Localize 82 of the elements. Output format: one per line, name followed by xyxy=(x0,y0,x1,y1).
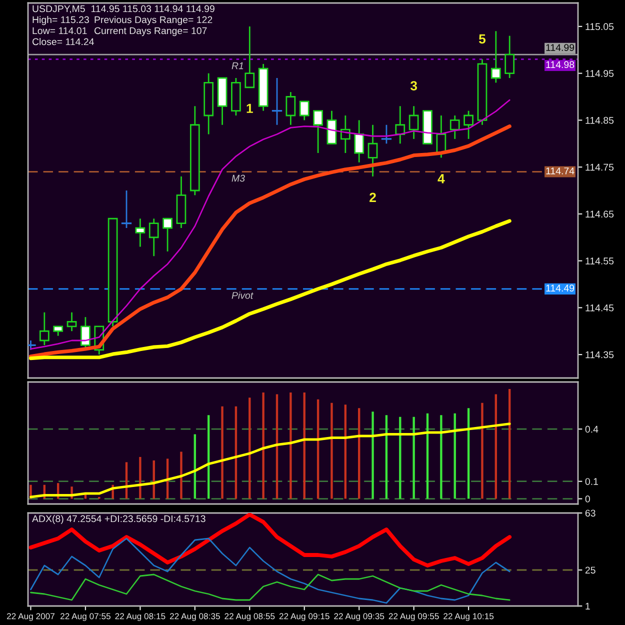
x-tick-label: 22 Aug 08:55 xyxy=(224,613,275,621)
candlestick xyxy=(244,26,255,88)
x-tick-label: 22 Aug 09:55 xyxy=(388,613,439,621)
annotation: Low= 114.01 xyxy=(32,27,87,34)
candlestick xyxy=(381,124,392,144)
annotation: Previous Days Range= 122 xyxy=(94,16,212,26)
x-tick-label: 22 Aug 07:55 xyxy=(60,613,110,621)
bar xyxy=(330,402,333,499)
y-tick-label: 115.05 xyxy=(586,23,614,30)
bar xyxy=(440,415,442,499)
candlestick xyxy=(135,218,146,248)
y-tick-label: 0.1 xyxy=(585,478,598,485)
candlestick xyxy=(272,77,282,126)
ref-line-label: R1 xyxy=(232,62,244,70)
candlestick xyxy=(408,105,419,140)
annotation: 5 xyxy=(478,34,486,44)
x-tick-label: 22 Aug 10:15 xyxy=(444,613,494,621)
candlestick xyxy=(504,35,515,79)
bar xyxy=(481,402,484,499)
annotation: Current Days Range= 107 xyxy=(94,27,207,36)
candlestick xyxy=(368,124,378,178)
y-tick-label: 0 xyxy=(585,496,590,502)
y-tick-label: 1 xyxy=(586,602,590,610)
y-tick-label: 114.35 xyxy=(586,351,614,358)
line-series xyxy=(30,574,510,601)
candlestick xyxy=(313,110,323,154)
line-series xyxy=(29,422,511,498)
bar xyxy=(494,394,498,499)
candlestick xyxy=(148,218,159,257)
x-tick-label: 22 Aug 09:35 xyxy=(334,613,384,621)
candlestick xyxy=(464,110,474,140)
y-tick-label: 114.55 xyxy=(586,258,614,264)
annotation: 4 xyxy=(438,174,445,184)
annotation: 114.49 xyxy=(546,284,574,292)
annotation: ADX(8) 47.2554 +DI:23.5659 -DI:4.5713 xyxy=(32,515,206,524)
bar xyxy=(290,392,292,499)
x-tick-label: 22 Aug 2007 xyxy=(6,613,54,621)
bar xyxy=(139,456,142,499)
candlestick xyxy=(121,190,132,229)
candlestick xyxy=(162,218,172,252)
candlestick xyxy=(450,114,460,140)
bar xyxy=(412,416,415,499)
line-series xyxy=(28,513,512,568)
candlestick xyxy=(66,312,77,332)
candlestick xyxy=(326,110,337,144)
bar xyxy=(180,452,182,499)
annotation: Close= 114.24 xyxy=(32,38,94,46)
line-series xyxy=(28,219,512,360)
line-series xyxy=(30,538,510,604)
candlestick xyxy=(286,91,296,126)
y-tick-label: 0.4 xyxy=(585,426,598,433)
bar xyxy=(276,394,278,499)
y-tick-label: 114.95 xyxy=(586,70,614,77)
bar xyxy=(372,412,374,499)
y-tick-label: 114.65 xyxy=(586,210,614,218)
bar xyxy=(221,406,224,499)
y-tick-label: 25 xyxy=(585,566,596,574)
y-tick-label: 114.75 xyxy=(586,164,614,171)
candlestick xyxy=(395,105,406,144)
annotation: High= 115.23 xyxy=(32,16,89,26)
annotation: 114.74 xyxy=(546,168,574,174)
candlestick xyxy=(490,30,501,84)
x-tick-label: 22 Aug 09:15 xyxy=(279,613,330,621)
y-tick-label: 114.45 xyxy=(586,304,614,312)
x-tick-label: 22 Aug 08:15 xyxy=(115,613,166,621)
annotation: 2 xyxy=(370,192,376,202)
ref-line-label: M3 xyxy=(232,174,245,182)
annotation: 3 xyxy=(410,81,418,90)
x-tick-label: 22 Aug 08:35 xyxy=(170,613,220,621)
y-tick-label: 63 xyxy=(585,510,596,517)
bar xyxy=(262,392,264,499)
candlestick xyxy=(39,312,50,346)
annotation: 114.98 xyxy=(546,61,574,68)
annotation: 114.99 xyxy=(546,44,574,51)
candlestick xyxy=(299,100,310,121)
bar xyxy=(508,388,511,499)
candlestick xyxy=(53,326,64,337)
chart-title: USDJPY,M5 114.95 115.03 114.94 114.99 xyxy=(32,5,214,14)
annotation: 1 xyxy=(246,104,253,113)
candlestick xyxy=(354,119,364,164)
ref-line-label: Pivot xyxy=(232,292,254,299)
y-tick-label: 114.85 xyxy=(586,116,614,124)
